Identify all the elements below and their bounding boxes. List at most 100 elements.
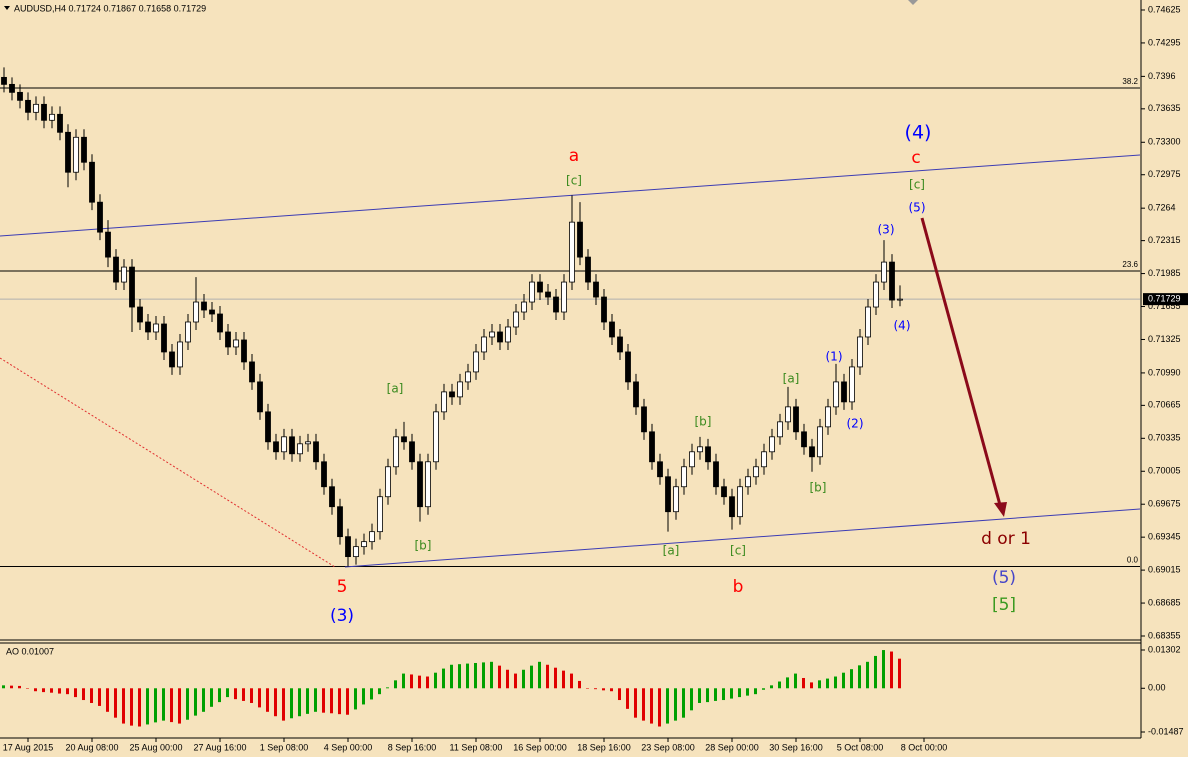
x-tick-label: 17 Aug 2015 [3,742,54,752]
ao-bar [178,688,181,724]
ao-bar [194,688,197,716]
candle-body [841,381,847,403]
ao-bar [466,663,469,689]
channel-lower [344,508,1141,568]
indicator-label: AO 0.01007 [6,646,54,656]
candle-body [33,103,39,113]
candle-body [881,261,887,283]
ao-bar [762,688,765,690]
ao-bar [418,675,421,689]
candle-body [481,336,487,353]
candle-body [545,291,551,298]
candle-body [17,91,23,101]
ao-bar [122,688,125,724]
candle-body [345,536,351,558]
candle-body [753,466,759,478]
y-tick-label: 0.72975 [1148,169,1181,179]
x-tick-label: 8 Oct 00:00 [901,742,948,752]
ao-bar [778,681,781,689]
candle-body [793,406,799,433]
y-tick-label: 0.70335 [1148,433,1181,443]
ao-bar [410,674,413,689]
candle-body [537,281,543,293]
candle-body [273,441,279,453]
wave-label: d or 1 [981,529,1031,549]
ao-bar [714,688,717,701]
ao-bar [290,688,293,719]
candle-body [97,201,103,233]
ao-bar [634,688,637,718]
candle-body [73,136,79,173]
ao-bar [26,688,29,689]
candle-body [761,451,767,468]
ao-bar [98,688,101,706]
ao-bar [866,661,869,689]
ao-bar [2,685,5,689]
candle-body [561,281,567,313]
candle-body [825,406,831,428]
y-tick-label: 0.7396 [1148,71,1176,81]
ao-bar [618,688,621,701]
ao-bar [538,661,541,689]
ao-bar [10,685,13,689]
candle-body [401,436,407,443]
ao-bar [170,688,173,723]
ao-bar [674,688,677,721]
ao-bar [858,665,861,689]
candle-body [857,336,863,368]
wave-label: (2) [847,417,864,431]
ao-bar [226,688,229,698]
fib-label: 38.2 [1122,77,1138,86]
candle-body [25,99,31,113]
ao-bar [506,669,509,689]
candle-body [257,381,263,413]
candle-body [425,461,431,508]
candle-body [849,366,855,403]
ao-bar [554,667,557,689]
ao-bar [66,688,69,695]
trend-line [0,357,336,568]
candle-body [649,431,655,463]
candle-body [585,256,591,283]
ao-bar [442,668,445,689]
x-tick-label: 4 Sep 00:00 [324,742,373,752]
ao-bar [722,688,725,701]
candle-body [145,321,151,333]
y-tick-label: 0.70665 [1148,400,1181,410]
ao-bar [626,688,629,709]
candle-body [369,531,375,543]
candle-body [113,256,119,283]
candle-body [137,306,143,323]
wave-label: (3) [878,223,895,237]
candle-body [249,361,255,383]
candle-body [705,446,711,463]
candle-body [641,406,647,433]
candle-body [281,436,287,453]
wave-label: a [569,146,579,166]
ao-bar [370,688,373,700]
candle-body [897,298,903,301]
ao-bar [354,688,357,710]
ao-bar [754,688,757,695]
x-tick-label: 18 Sep 16:00 [577,742,631,752]
ao-bar [394,680,397,689]
wave-label: [b] [810,481,827,495]
candle-body [1,76,7,85]
ao-bar [210,688,213,707]
candle-body [657,461,663,478]
wave-label: [b] [415,539,432,553]
ao-bar [482,662,485,689]
candle-body [305,441,311,445]
chart-title: AUDUSD,H4 0.71724 0.71867 0.71658 0.7172… [14,3,206,13]
ao-bar [114,688,117,718]
ao-bar [658,688,661,727]
ao-bar [90,688,93,703]
ao-bar [818,680,821,689]
y-tick-label: 0.72315 [1148,235,1181,245]
candle-body [729,496,735,518]
candle-body [505,326,511,343]
ao-bar [842,672,845,689]
ao-bar [850,669,853,689]
candle-body [665,476,671,513]
x-tick-label: 20 Aug 08:00 [65,742,118,752]
